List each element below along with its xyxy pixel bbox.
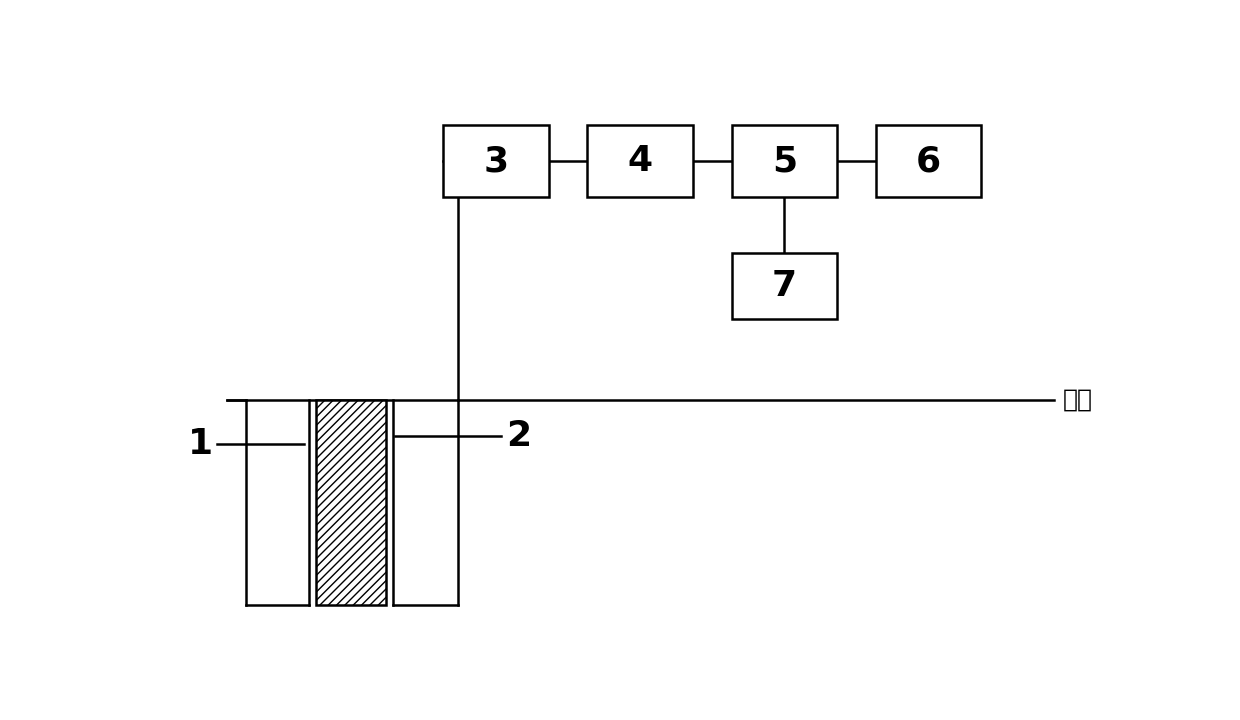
- Bar: [732, 253, 837, 319]
- Text: 1: 1: [187, 427, 213, 461]
- Text: 7: 7: [771, 269, 797, 303]
- Text: 6: 6: [916, 144, 941, 179]
- Text: 地面: 地面: [1063, 387, 1094, 412]
- Bar: [732, 125, 837, 197]
- Bar: [588, 125, 693, 197]
- Text: 3: 3: [484, 144, 508, 179]
- Text: 2: 2: [506, 418, 531, 453]
- Bar: [316, 400, 386, 605]
- Bar: [444, 125, 549, 197]
- Text: 5: 5: [771, 144, 797, 179]
- Text: 4: 4: [627, 144, 653, 179]
- Bar: [875, 125, 982, 197]
